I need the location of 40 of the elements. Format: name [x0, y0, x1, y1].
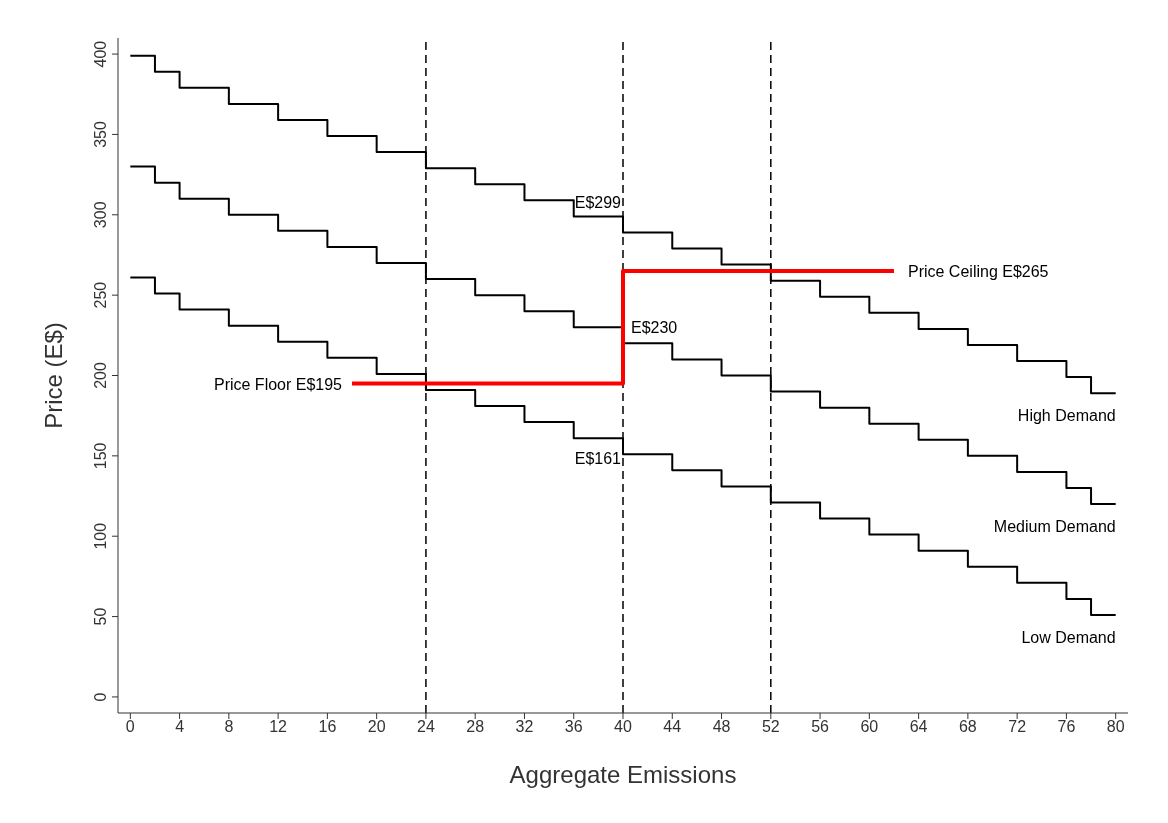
x-tick-label: 24: [417, 718, 435, 736]
annotation: Price Ceiling E$265: [907, 263, 1049, 281]
x-tick-label: 36: [564, 718, 583, 736]
x-tick-label: 8: [224, 718, 234, 736]
y-tick-label: 250: [92, 281, 109, 309]
y-tick-label: 0: [92, 692, 109, 702]
x-tick-label: 40: [614, 718, 632, 736]
series-label: High Demand: [1017, 407, 1116, 425]
y-tick-label: 50: [92, 607, 109, 626]
x-tick-label: 56: [811, 718, 830, 736]
x-tick-label: 28: [466, 718, 485, 736]
y-axis-title: Price (E$): [39, 322, 67, 429]
x-tick-label: 52: [761, 718, 780, 736]
x-tick-label: 72: [1008, 718, 1027, 736]
y-tick-label: 400: [92, 40, 109, 68]
x-tick-label: 20: [367, 718, 386, 736]
y-tick-label: 300: [92, 201, 109, 229]
series-label: Low Demand: [1021, 628, 1116, 646]
x-tick-label: 32: [515, 718, 534, 736]
x-tick-label: 48: [712, 718, 731, 736]
annotation: E$299: [574, 194, 622, 212]
x-tick-label: 64: [909, 718, 928, 736]
x-tick-label: 0: [125, 718, 135, 736]
y-tick-label: 350: [92, 120, 109, 148]
x-tick-label: 4: [175, 718, 185, 736]
x-tick-label: 80: [1106, 718, 1125, 736]
series-label: Medium Demand: [993, 518, 1116, 536]
x-tick-label: 44: [663, 718, 682, 736]
annotation: Price Floor E$195: [213, 375, 343, 393]
annotation: E$230: [631, 319, 678, 337]
x-tick-label: 12: [269, 718, 288, 736]
annotation: E$161: [574, 450, 622, 468]
y-tick-label: 150: [92, 442, 109, 470]
x-tick-label: 60: [860, 718, 879, 736]
x-tick-label: 76: [1057, 718, 1076, 736]
y-tick-label: 100: [92, 522, 109, 550]
x-tick-label: 68: [958, 718, 977, 736]
y-tick-label: 200: [92, 362, 109, 389]
x-axis-title: Aggregate Emissions: [509, 761, 737, 788]
x-tick-label: 16: [318, 718, 337, 736]
